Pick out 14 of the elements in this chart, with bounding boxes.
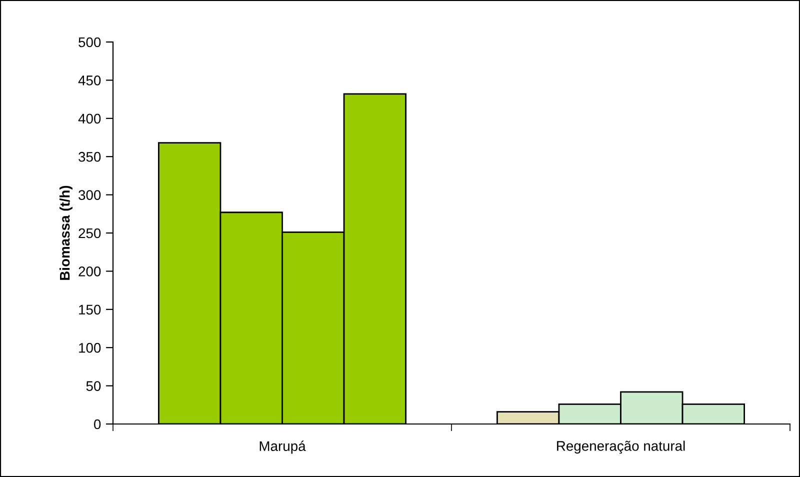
y-tick-label: 0 (94, 419, 101, 430)
y-tick-label: 400 (78, 114, 101, 124)
y-axis-title: Biomassa (t/h) (60, 186, 72, 280)
y-tick-label: 350 (78, 152, 101, 162)
x-tick-label: Regeneração natural (557, 440, 685, 454)
y-tick-label: 50 (86, 381, 101, 391)
y-tick-label: 250 (78, 228, 101, 238)
x-tick-label: Marupá (260, 440, 306, 454)
y-tick-label: 300 (78, 190, 101, 200)
y-tick-label: 450 (78, 76, 101, 86)
y-tick-label: 150 (79, 304, 101, 315)
y-tick-label: 500 (78, 37, 101, 48)
y-tick-label: 200 (78, 266, 101, 276)
y-tick-label: 100 (79, 342, 101, 353)
